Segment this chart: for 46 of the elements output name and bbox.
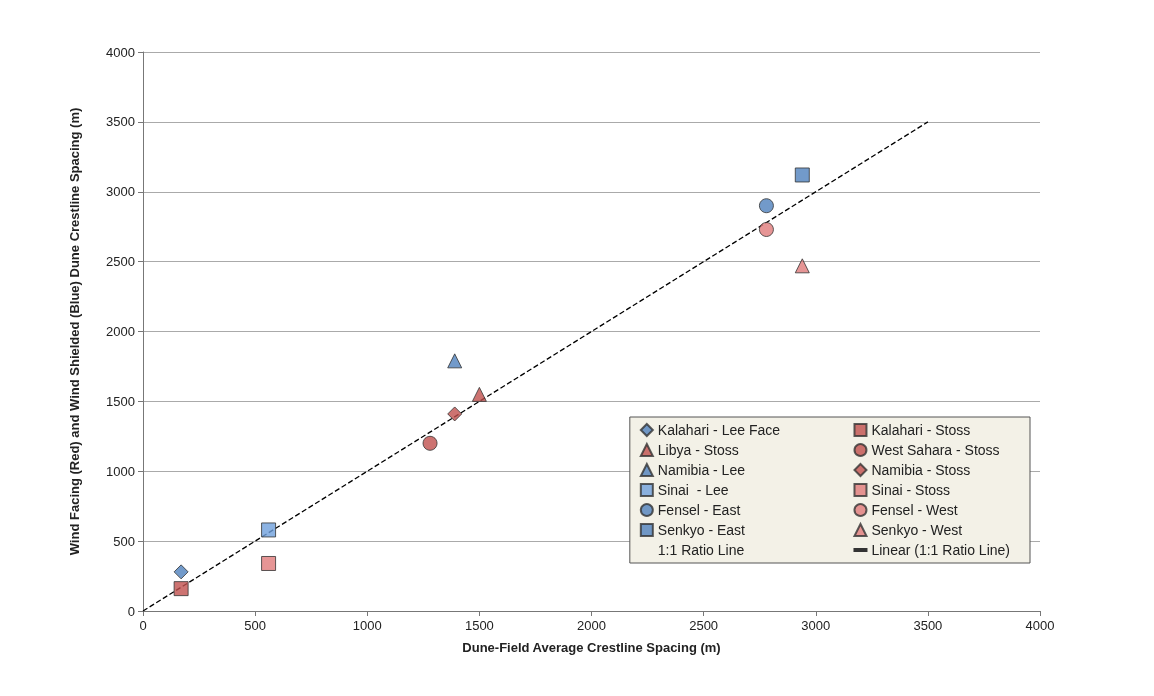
point bbox=[422, 435, 438, 451]
x-tick-label: 500 bbox=[244, 618, 266, 633]
y-tick-label: 500 bbox=[113, 533, 135, 549]
point bbox=[447, 353, 463, 369]
legend-label: Kalahari - Stoss bbox=[871, 422, 971, 438]
y-tick-label: 3500 bbox=[106, 114, 135, 130]
legend-label: Sinai - Lee bbox=[657, 482, 729, 498]
point bbox=[794, 167, 810, 183]
x-tick-label: 2500 bbox=[689, 618, 719, 633]
point bbox=[261, 555, 277, 571]
point bbox=[758, 198, 774, 214]
y-axis-title: Wind Facing (Red) and Wind Shielded (Blue) Dune Crestline Spacing (m) bbox=[67, 107, 82, 556]
legend-label: Senkyo - East bbox=[657, 522, 746, 538]
x-tick-label: 4000 bbox=[1025, 618, 1055, 633]
y-tick-label: 1000 bbox=[106, 463, 135, 479]
point bbox=[173, 564, 189, 580]
text: 1:1 Ratio Line bbox=[657, 542, 745, 558]
y-tick-label: 4000 bbox=[106, 44, 135, 60]
x-tick-label: 3500 bbox=[913, 618, 943, 633]
legend-label: Libya - Stoss bbox=[657, 442, 739, 458]
point bbox=[261, 522, 277, 538]
legend-label: West Sahara - Stoss bbox=[871, 442, 1000, 458]
legend-label: Senkyo - West bbox=[871, 522, 963, 538]
point bbox=[471, 386, 487, 402]
point bbox=[173, 581, 189, 597]
point bbox=[794, 258, 810, 274]
legend-label: Namibia - Lee bbox=[657, 462, 746, 478]
legend-label: Kalahari - Lee Face bbox=[657, 422, 781, 438]
legend-label: Linear (1:1 Ratio Line) bbox=[871, 542, 1011, 558]
x-tick-label: 3000 bbox=[801, 618, 831, 633]
legend-label: Fensel - East bbox=[657, 502, 741, 518]
y-tick-label: 0 bbox=[127, 603, 135, 619]
point bbox=[758, 221, 774, 237]
x-tick-label: 1000 bbox=[352, 618, 382, 633]
x-tick-label: 0 bbox=[139, 618, 147, 633]
y-tick-label: 2000 bbox=[106, 324, 135, 339]
x-tick-label: 2000 bbox=[577, 618, 606, 633]
x-axis-title: Dune-Field Average Crestline Spacing (m) bbox=[462, 640, 721, 655]
legend-label: Sinai - Stoss bbox=[871, 482, 951, 498]
legend-label: Namibia - Stoss bbox=[871, 462, 971, 478]
y-tick-label: 1500 bbox=[106, 393, 135, 409]
legend-label: Fensel - West bbox=[871, 502, 958, 518]
point bbox=[447, 406, 463, 422]
x-tick-label: 1500 bbox=[464, 618, 494, 633]
y-tick-label: 3000 bbox=[106, 184, 135, 200]
y-tick-label: 2500 bbox=[106, 254, 135, 270]
